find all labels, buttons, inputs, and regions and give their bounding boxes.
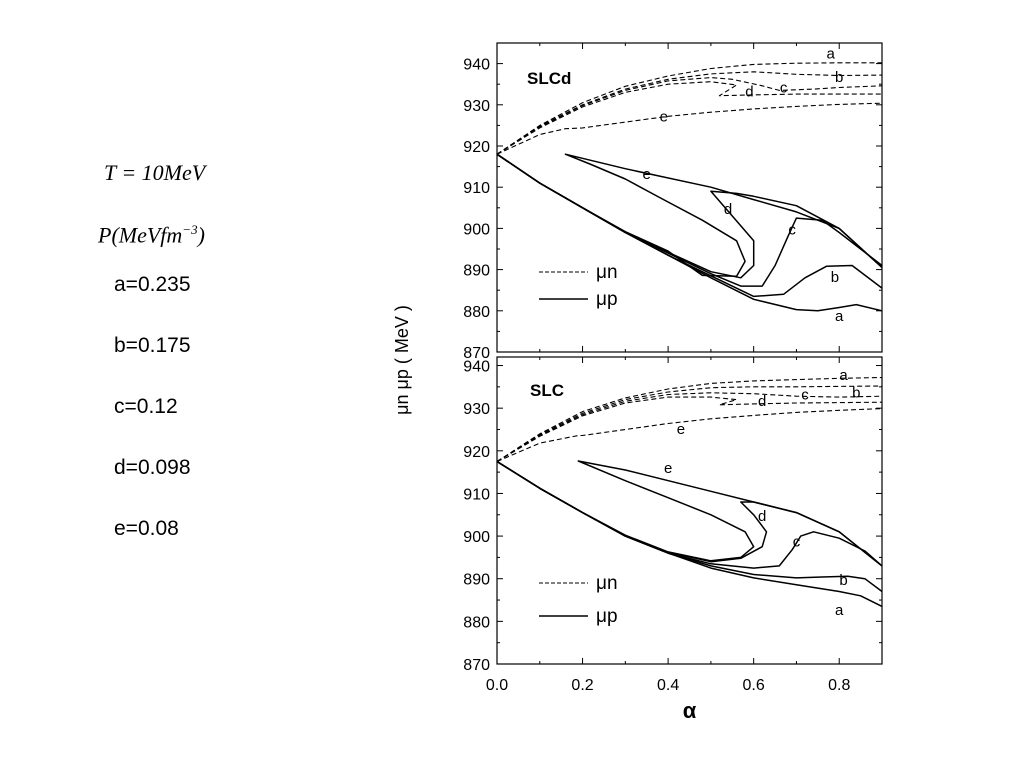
pressure-unit-close: ) [197, 222, 205, 248]
y-tick-label: 920 [463, 139, 490, 156]
series-mu-n-d [496, 81, 882, 155]
series-mu-p-d [496, 153, 883, 279]
curve-label-mu-p-d: d [724, 201, 732, 218]
series-mu-p-a [496, 153, 883, 312]
y-tick-label: 940 [463, 359, 490, 376]
curve-label-mu-p-a: a [835, 602, 844, 619]
x-axis-label: α [683, 698, 697, 723]
pressure-item-a: a=0.235 [114, 273, 191, 296]
curve-label-mu-p-e: e [664, 460, 672, 477]
series-mu-n-a [496, 376, 883, 462]
curve-label-mu-n-b: b [852, 385, 860, 402]
series-mu-p-c [496, 460, 883, 569]
series-mu-n-c [496, 392, 883, 462]
panel-slcd: 870880890900910920930940SLCdabcdeabcdeμn… [463, 42, 883, 362]
curve-label-mu-p-c: c [793, 534, 801, 551]
curve-label-mu-n-c: c [780, 79, 788, 96]
series-mu-n-c [496, 77, 883, 155]
curve-label-mu-p-b: b [839, 572, 847, 589]
pressure-unit-label: P(MeVfm−3) [98, 222, 205, 248]
y-axis-label: μn μp ( MeV ) [392, 305, 412, 415]
curve-label-mu-p-d: d [758, 508, 766, 525]
curve-label-mu-p-e: e [643, 166, 651, 183]
y-tick-label: 890 [463, 263, 490, 280]
curve-label-mu-n-e: e [660, 108, 668, 125]
y-tick-label: 900 [463, 529, 490, 546]
y-tick-label: 940 [463, 57, 490, 74]
y-tick-label: 920 [463, 444, 490, 461]
pressure-item-d: d=0.098 [114, 456, 191, 479]
y-tick-label: 870 [463, 657, 490, 674]
series-mu-n-e [496, 408, 883, 463]
legend-label: μn [596, 262, 618, 283]
series-mu-p-d [496, 460, 883, 567]
curve-label-mu-p-a: a [835, 308, 844, 325]
x-tick-label: 0.6 [743, 677, 765, 694]
y-tick-label: 930 [463, 401, 490, 418]
plot-frame [496, 42, 883, 353]
x-tick-label: 0.4 [657, 677, 679, 694]
pressure-item-e: e=0.08 [114, 517, 179, 540]
pressure-unit-main: P(MeVfm [98, 222, 183, 248]
pressure-unit-exponent: −3 [182, 222, 198, 237]
series-mu-n-b [496, 71, 883, 155]
curve-label-mu-n-d: d [758, 393, 766, 410]
series-mu-p-e [496, 153, 883, 277]
pressure-item-c: c=0.12 [114, 395, 178, 418]
plot-frame [496, 356, 883, 665]
curve-label-mu-n-a: a [839, 367, 848, 384]
curve-label-mu-n-a: a [826, 46, 835, 63]
curve-label-mu-n-e: e [677, 421, 685, 438]
series-mu-p-b [496, 460, 883, 593]
x-tick-label: 0.2 [571, 677, 593, 694]
y-tick-label: 890 [463, 572, 490, 589]
series-mu-n-d [496, 396, 883, 462]
legend-label: μn [596, 573, 618, 594]
curve-label-mu-n-c: c [801, 387, 809, 404]
x-tick-label: 0.0 [486, 677, 508, 694]
temperature-label: T = 10MeV [104, 160, 206, 185]
y-tick-label: 910 [463, 486, 490, 503]
series-mu-p-e [496, 460, 883, 567]
pressure-list: a=0.235 b=0.175 c=0.12 d=0.098 e=0.08 [114, 273, 191, 578]
y-tick-label: 880 [463, 304, 490, 321]
y-tick-label: 900 [463, 221, 490, 238]
curve-label-mu-p-c: c [788, 222, 796, 239]
panel-title: SLC [530, 381, 564, 400]
pressure-item-b: b=0.175 [114, 334, 191, 357]
series-mu-n-b [496, 385, 883, 462]
curve-label-mu-n-b: b [835, 69, 843, 86]
curve-label-mu-n-d: d [745, 84, 753, 101]
panel-slc: 870 880 890 900 910 920 930 940 0.0 0.2 0.4 0.6 0.8 α… [463, 356, 883, 723]
y-tick-label: 930 [463, 98, 490, 115]
series-mu-p-b [496, 153, 883, 298]
legend-label: μp [596, 606, 618, 627]
curve-label-mu-p-b: b [831, 269, 839, 286]
series-mu-n-e [496, 102, 883, 155]
panel-title: SLCd [527, 69, 571, 88]
y-tick-label: 880 [463, 614, 490, 631]
x-tick-label: 0.8 [828, 677, 850, 694]
series-mu-n-a [496, 62, 882, 155]
y-tick-label: 910 [463, 180, 490, 197]
legend-label: μp [596, 289, 618, 310]
y-tick-label: 870 [463, 345, 490, 362]
